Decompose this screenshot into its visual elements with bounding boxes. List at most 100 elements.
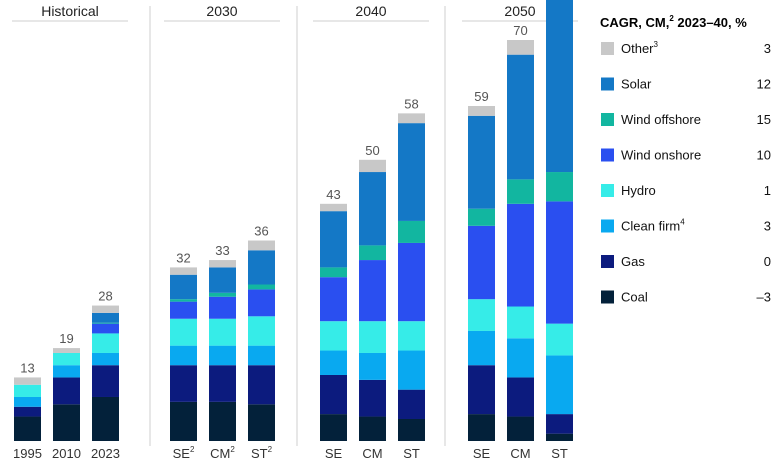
bar-segment-gas <box>398 389 425 419</box>
legend-item-hydro: Hydro 1 <box>601 183 771 198</box>
bar-segment-solar <box>248 250 275 285</box>
x-tick-label: 1995 <box>13 446 42 461</box>
bar-segment-wind-offshore <box>359 245 386 261</box>
bar-2050-cm: 70 CM <box>507 23 534 461</box>
bar-segment-coal <box>170 401 197 441</box>
x-tick-label-superscript: 2 <box>190 445 195 454</box>
legend-title-text: CAGR, CM, <box>600 15 669 30</box>
bar-segment-clean-firm <box>92 352 119 366</box>
bar-segment-wind-onshore <box>209 296 236 319</box>
x-tick-label-superscript: 2 <box>268 445 273 454</box>
bar-historical-2010: 19 2010 <box>52 331 81 461</box>
x-tick-label-text: 2023 <box>91 446 120 461</box>
legend-swatch <box>601 77 614 91</box>
bar-segment-wind-onshore <box>320 277 347 322</box>
legend-swatch <box>601 184 614 197</box>
legend-item-wind-onshore: Wind onshore 10 <box>601 148 771 163</box>
legend-cagr-value: 0 <box>764 254 771 269</box>
bar-segment-wind-offshore <box>170 299 197 302</box>
legend-label: Gas <box>621 254 645 269</box>
legend-item-wind-offshore: Wind offshore 15 <box>601 112 771 127</box>
bar-segment-hydro <box>14 384 41 397</box>
x-tick-label: CM <box>510 446 530 461</box>
x-tick-label-text: 1995 <box>13 446 42 461</box>
bar-segment-clean-firm <box>53 365 80 378</box>
legend-swatch <box>601 219 614 233</box>
bar-segment-hydro <box>92 333 119 353</box>
x-tick-label-superscript: 2 <box>230 445 235 454</box>
bar-segment-solar <box>398 123 425 221</box>
bar-segment-solar <box>170 274 197 300</box>
bar-segment-other <box>53 348 80 353</box>
bar-segment-coal <box>320 414 347 441</box>
legend-label: Wind onshore <box>621 148 701 163</box>
x-tick-label: CM <box>362 446 382 461</box>
x-tick-label-text: CM <box>210 446 230 461</box>
group-title: 2030 <box>206 3 237 19</box>
legend-item-gas: Gas 0 <box>601 254 771 269</box>
bar-segment-wind-offshore <box>468 208 495 226</box>
bar-segment-coal <box>14 416 41 441</box>
bar-total-label: 59 <box>474 89 488 104</box>
bar-segment-clean-firm <box>14 396 41 407</box>
bar-segment-solar <box>507 54 534 180</box>
legend-label-text: Solar <box>621 77 652 92</box>
bar-segment-other <box>170 267 197 275</box>
bar-total-label: 36 <box>254 224 268 239</box>
bar-total-label: 13 <box>20 360 34 375</box>
bar-segment-other <box>92 305 119 313</box>
bar-segment-gas <box>209 365 236 402</box>
bar-segment-hydro <box>507 306 534 339</box>
x-tick-label: SE <box>325 446 343 461</box>
bar-segment-other <box>468 106 495 116</box>
legend-swatch <box>601 255 614 268</box>
bar-historical-2023: 28 2023 <box>91 289 120 461</box>
bar-segment-wind-onshore <box>507 203 534 307</box>
bar-segment-hydro <box>248 316 275 346</box>
bar-segment-wind-offshore <box>546 172 573 202</box>
bar-2040-cm: 50 CM <box>359 143 386 461</box>
legend-label-text: Wind offshore <box>621 112 701 127</box>
bar-segment-gas <box>507 377 534 417</box>
bar-total-label: 28 <box>98 289 112 304</box>
x-tick-label-text: ST <box>551 446 568 461</box>
bar-2050-se: 59 SE <box>468 89 495 461</box>
bar-segment-clean-firm <box>546 355 573 415</box>
bar-segment-other <box>209 260 236 268</box>
bar-segment-hydro <box>320 321 347 351</box>
bar-segment-wind-offshore <box>320 267 347 278</box>
legend-title-rest: 2023–40, % <box>674 15 747 30</box>
bar-segment-wind-onshore <box>398 242 425 322</box>
bar-segment-clean-firm <box>468 330 495 366</box>
bar-total-label: 50 <box>365 143 379 158</box>
bar-segment-clean-firm <box>507 338 534 378</box>
bar-segment-clean-firm <box>248 345 275 366</box>
bar-2040-se: 43 SE <box>320 187 347 461</box>
bar-segment-other <box>507 40 534 55</box>
legend-cagr-value: 15 <box>757 112 771 127</box>
bar-total-label: 19 <box>59 331 73 346</box>
x-tick-label-text: CM <box>510 446 530 461</box>
x-tick-label: SE <box>473 446 491 461</box>
legend-label-superscript: 3 <box>654 40 659 49</box>
legend-item-coal: Coal –3 <box>601 290 771 305</box>
legend-label: Wind offshore <box>621 112 701 127</box>
legend-label-text: Other <box>621 41 654 56</box>
legend-label-superscript: 4 <box>680 218 685 227</box>
bar-segment-wind-onshore <box>468 225 495 300</box>
bar-segment-other <box>14 377 41 385</box>
group-title: Historical <box>41 3 99 19</box>
bar-segment-coal <box>53 404 80 441</box>
bar-segment-other <box>320 203 347 212</box>
legend-title: CAGR, CM,2 2023–40, % <box>600 14 747 30</box>
bar-segment-wind-offshore <box>507 179 534 204</box>
bar-segment-coal <box>209 401 236 441</box>
x-tick-label: ST <box>551 446 568 461</box>
bar-group-historical: Historical 13 1995 19 2010 28 2023 <box>12 3 128 461</box>
bar-2050-st: 79ST <box>546 0 573 461</box>
bar-segment-coal <box>507 416 534 441</box>
legend-label-text: Gas <box>621 254 645 269</box>
group-title: 2040 <box>355 3 386 19</box>
bar-total-label: 43 <box>326 187 340 202</box>
